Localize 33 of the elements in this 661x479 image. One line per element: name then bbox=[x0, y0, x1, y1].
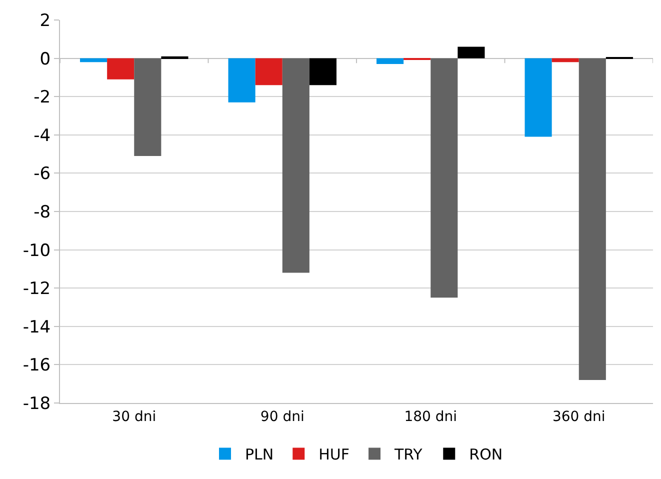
legend-label: RON bbox=[469, 446, 503, 464]
bar bbox=[524, 58, 552, 137]
bar bbox=[376, 58, 404, 64]
y-tick-label: -8 bbox=[34, 202, 51, 222]
x-tick-label: 180 dni bbox=[404, 408, 458, 425]
y-tick-label: 2 bbox=[40, 10, 51, 31]
bar bbox=[255, 58, 282, 86]
legend-label: HUF bbox=[318, 446, 350, 464]
legend-label: PLN bbox=[245, 446, 274, 464]
bar bbox=[228, 58, 256, 102]
x-tick-label: 90 dni bbox=[260, 408, 304, 425]
y-tick-label: -18 bbox=[22, 394, 51, 414]
x-tick-label: 360 dni bbox=[552, 408, 606, 425]
bar bbox=[161, 56, 188, 59]
y-tick-label: -12 bbox=[22, 279, 51, 300]
bar bbox=[134, 58, 162, 156]
y-tick-label: -6 bbox=[34, 164, 51, 184]
bar bbox=[282, 58, 310, 273]
bar bbox=[430, 58, 458, 298]
bar bbox=[80, 58, 108, 62]
y-tick-label: 0 bbox=[40, 49, 51, 70]
y-tick-label: -14 bbox=[22, 317, 51, 338]
bar bbox=[552, 58, 579, 62]
y-tick-label: -16 bbox=[22, 356, 51, 376]
bar bbox=[458, 46, 485, 58]
bar bbox=[309, 58, 336, 86]
bar bbox=[107, 58, 134, 80]
y-tick-label: -4 bbox=[34, 126, 51, 146]
y-tick-label: -10 bbox=[22, 240, 51, 261]
legend-label: TRY bbox=[394, 446, 424, 464]
y-tick-label: -2 bbox=[34, 88, 51, 108]
bar bbox=[578, 58, 606, 380]
x-tick-label: 30 dni bbox=[112, 408, 156, 425]
